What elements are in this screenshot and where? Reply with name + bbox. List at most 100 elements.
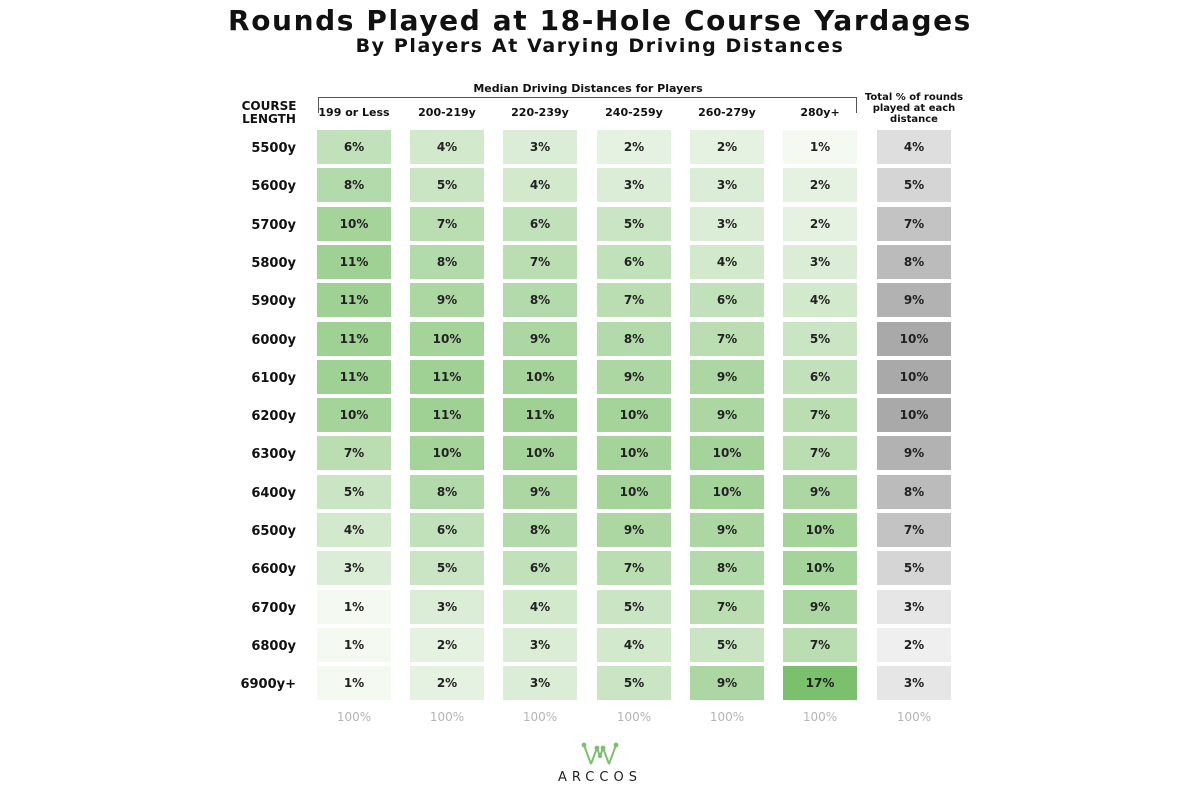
column-total-label: 100% <box>522 710 558 724</box>
total-column-header: Total % of rounds played at each distanc… <box>864 92 964 125</box>
heatmap-cell: 2% <box>690 130 764 164</box>
heatmap-cell: 3% <box>503 627 577 662</box>
heatmap-cell: 3% <box>503 130 577 164</box>
heatmap-cell: 9% <box>783 474 857 509</box>
heatmap-cell: 11% <box>317 321 391 356</box>
heatmap-cell: 10% <box>597 474 671 509</box>
heatmap-cell: 4% <box>503 589 577 624</box>
heatmap-cell: 8% <box>597 321 671 356</box>
row-label: 5500y <box>251 141 296 156</box>
heatmap-cell: 2% <box>783 206 857 241</box>
heatmap-cell: 6% <box>317 130 391 164</box>
total-cell: 9% <box>877 283 951 318</box>
heatmap-cell: 3% <box>690 206 764 241</box>
column-header: 260-279y <box>698 106 756 119</box>
heatmap-cell: 10% <box>317 398 391 433</box>
total-cell: 7% <box>877 513 951 547</box>
heatmap-cell: 9% <box>503 474 577 509</box>
heatmap-cell: 2% <box>410 627 484 662</box>
heatmap-cell: 10% <box>503 436 577 471</box>
heatmap-cell: 9% <box>410 283 484 318</box>
total-cell: 8% <box>877 474 951 509</box>
total-cell: 5% <box>877 551 951 586</box>
row-label: 5800y <box>251 255 296 271</box>
row-label: 6400y <box>251 485 296 501</box>
column-total-label: 100% <box>616 710 652 724</box>
total-cell: 10% <box>877 359 951 394</box>
column-group-label: Median Driving Distances for Players <box>473 82 703 95</box>
column-total-label: 100% <box>896 710 932 724</box>
total-cell: 9% <box>877 436 951 471</box>
heatmap-cell: 10% <box>690 474 764 509</box>
total-cell: 5% <box>877 168 951 203</box>
crown-logo-icon <box>581 742 619 765</box>
heatmap-cell: 17% <box>783 666 857 701</box>
heatmap-cell: 4% <box>410 130 484 164</box>
heatmap-cell: 10% <box>503 359 577 394</box>
total-cell: 4% <box>877 130 951 164</box>
total-cell: 2% <box>877 627 951 662</box>
heatmap-cell: 5% <box>410 551 484 586</box>
heatmap-cell: 8% <box>503 283 577 318</box>
row-label: 5700y <box>251 217 296 233</box>
row-label: 6500y <box>251 524 296 539</box>
column-header: 280y+ <box>800 106 840 119</box>
heatmap-cell: 3% <box>690 168 764 203</box>
heatmap-cell: 5% <box>597 589 671 624</box>
heatmap-cell: 1% <box>317 666 391 701</box>
heatmap-cell: 8% <box>503 513 577 547</box>
column-header: 240-259y <box>605 106 663 119</box>
column-group-bracket <box>318 97 857 113</box>
heatmap-cell: 10% <box>690 436 764 471</box>
heatmap-cell: 5% <box>690 627 764 662</box>
total-cell: 8% <box>877 244 951 279</box>
row-label: 6900y+ <box>240 677 296 693</box>
total-cell: 3% <box>877 666 951 701</box>
total-cell: 10% <box>877 398 951 433</box>
heatmap-cell: 9% <box>597 513 671 547</box>
heatmap-cell: 3% <box>317 551 391 586</box>
heatmap-cell: 10% <box>783 551 857 586</box>
row-label: 6800y <box>251 638 296 654</box>
heatmap-cell: 9% <box>783 589 857 624</box>
heatmap-cell: 10% <box>410 436 484 471</box>
heatmap-cell: 11% <box>317 244 391 279</box>
column-total-label: 100% <box>336 710 372 724</box>
column-header: 200-219y <box>418 106 476 119</box>
row-axis-header: COURSE LENGTH <box>241 99 297 126</box>
heatmap-cell: 10% <box>317 206 391 241</box>
chart-title: Rounds Played at 18-Hole Course Yardages <box>228 4 972 37</box>
row-label: 5600y <box>251 179 296 195</box>
heatmap-cell: 6% <box>690 283 764 318</box>
column-header: 199 or Less <box>318 106 390 119</box>
heatmap-cell: 11% <box>317 283 391 318</box>
heatmap-cell: 6% <box>503 206 577 241</box>
heatmap-cell: 3% <box>410 589 484 624</box>
chart-subtitle: By Players At Varying Driving Distances <box>355 35 845 57</box>
row-label: 6000y <box>251 332 296 348</box>
heatmap-cell: 7% <box>317 436 391 471</box>
heatmap-cell: 10% <box>597 398 671 433</box>
heatmap-cell: 2% <box>783 168 857 203</box>
heatmap-cell: 9% <box>690 513 764 547</box>
heatmap-cell: 8% <box>410 244 484 279</box>
column-total-label: 100% <box>802 710 838 724</box>
heatmap-cell: 11% <box>317 359 391 394</box>
heatmap-cell: 9% <box>690 666 764 701</box>
heatmap-cell: 7% <box>783 436 857 471</box>
row-label: 6600y <box>251 562 296 578</box>
heatmap-cell: 5% <box>317 474 391 509</box>
heatmap-cell: 9% <box>690 398 764 433</box>
heatmap-cell: 1% <box>783 130 857 164</box>
total-cell: 7% <box>877 206 951 241</box>
heatmap-cell: 4% <box>783 283 857 318</box>
brand-wordmark: ARCCOS <box>558 770 642 785</box>
row-label: 5900y <box>251 294 296 310</box>
column-total-label: 100% <box>429 710 465 724</box>
heatmap-cell: 7% <box>783 398 857 433</box>
heatmap-cell: 2% <box>597 130 671 164</box>
column-header: 220-239y <box>511 106 569 119</box>
heatmap-cell: 6% <box>410 513 484 547</box>
row-label: 6300y <box>251 447 296 463</box>
row-label: 6200y <box>251 409 296 425</box>
